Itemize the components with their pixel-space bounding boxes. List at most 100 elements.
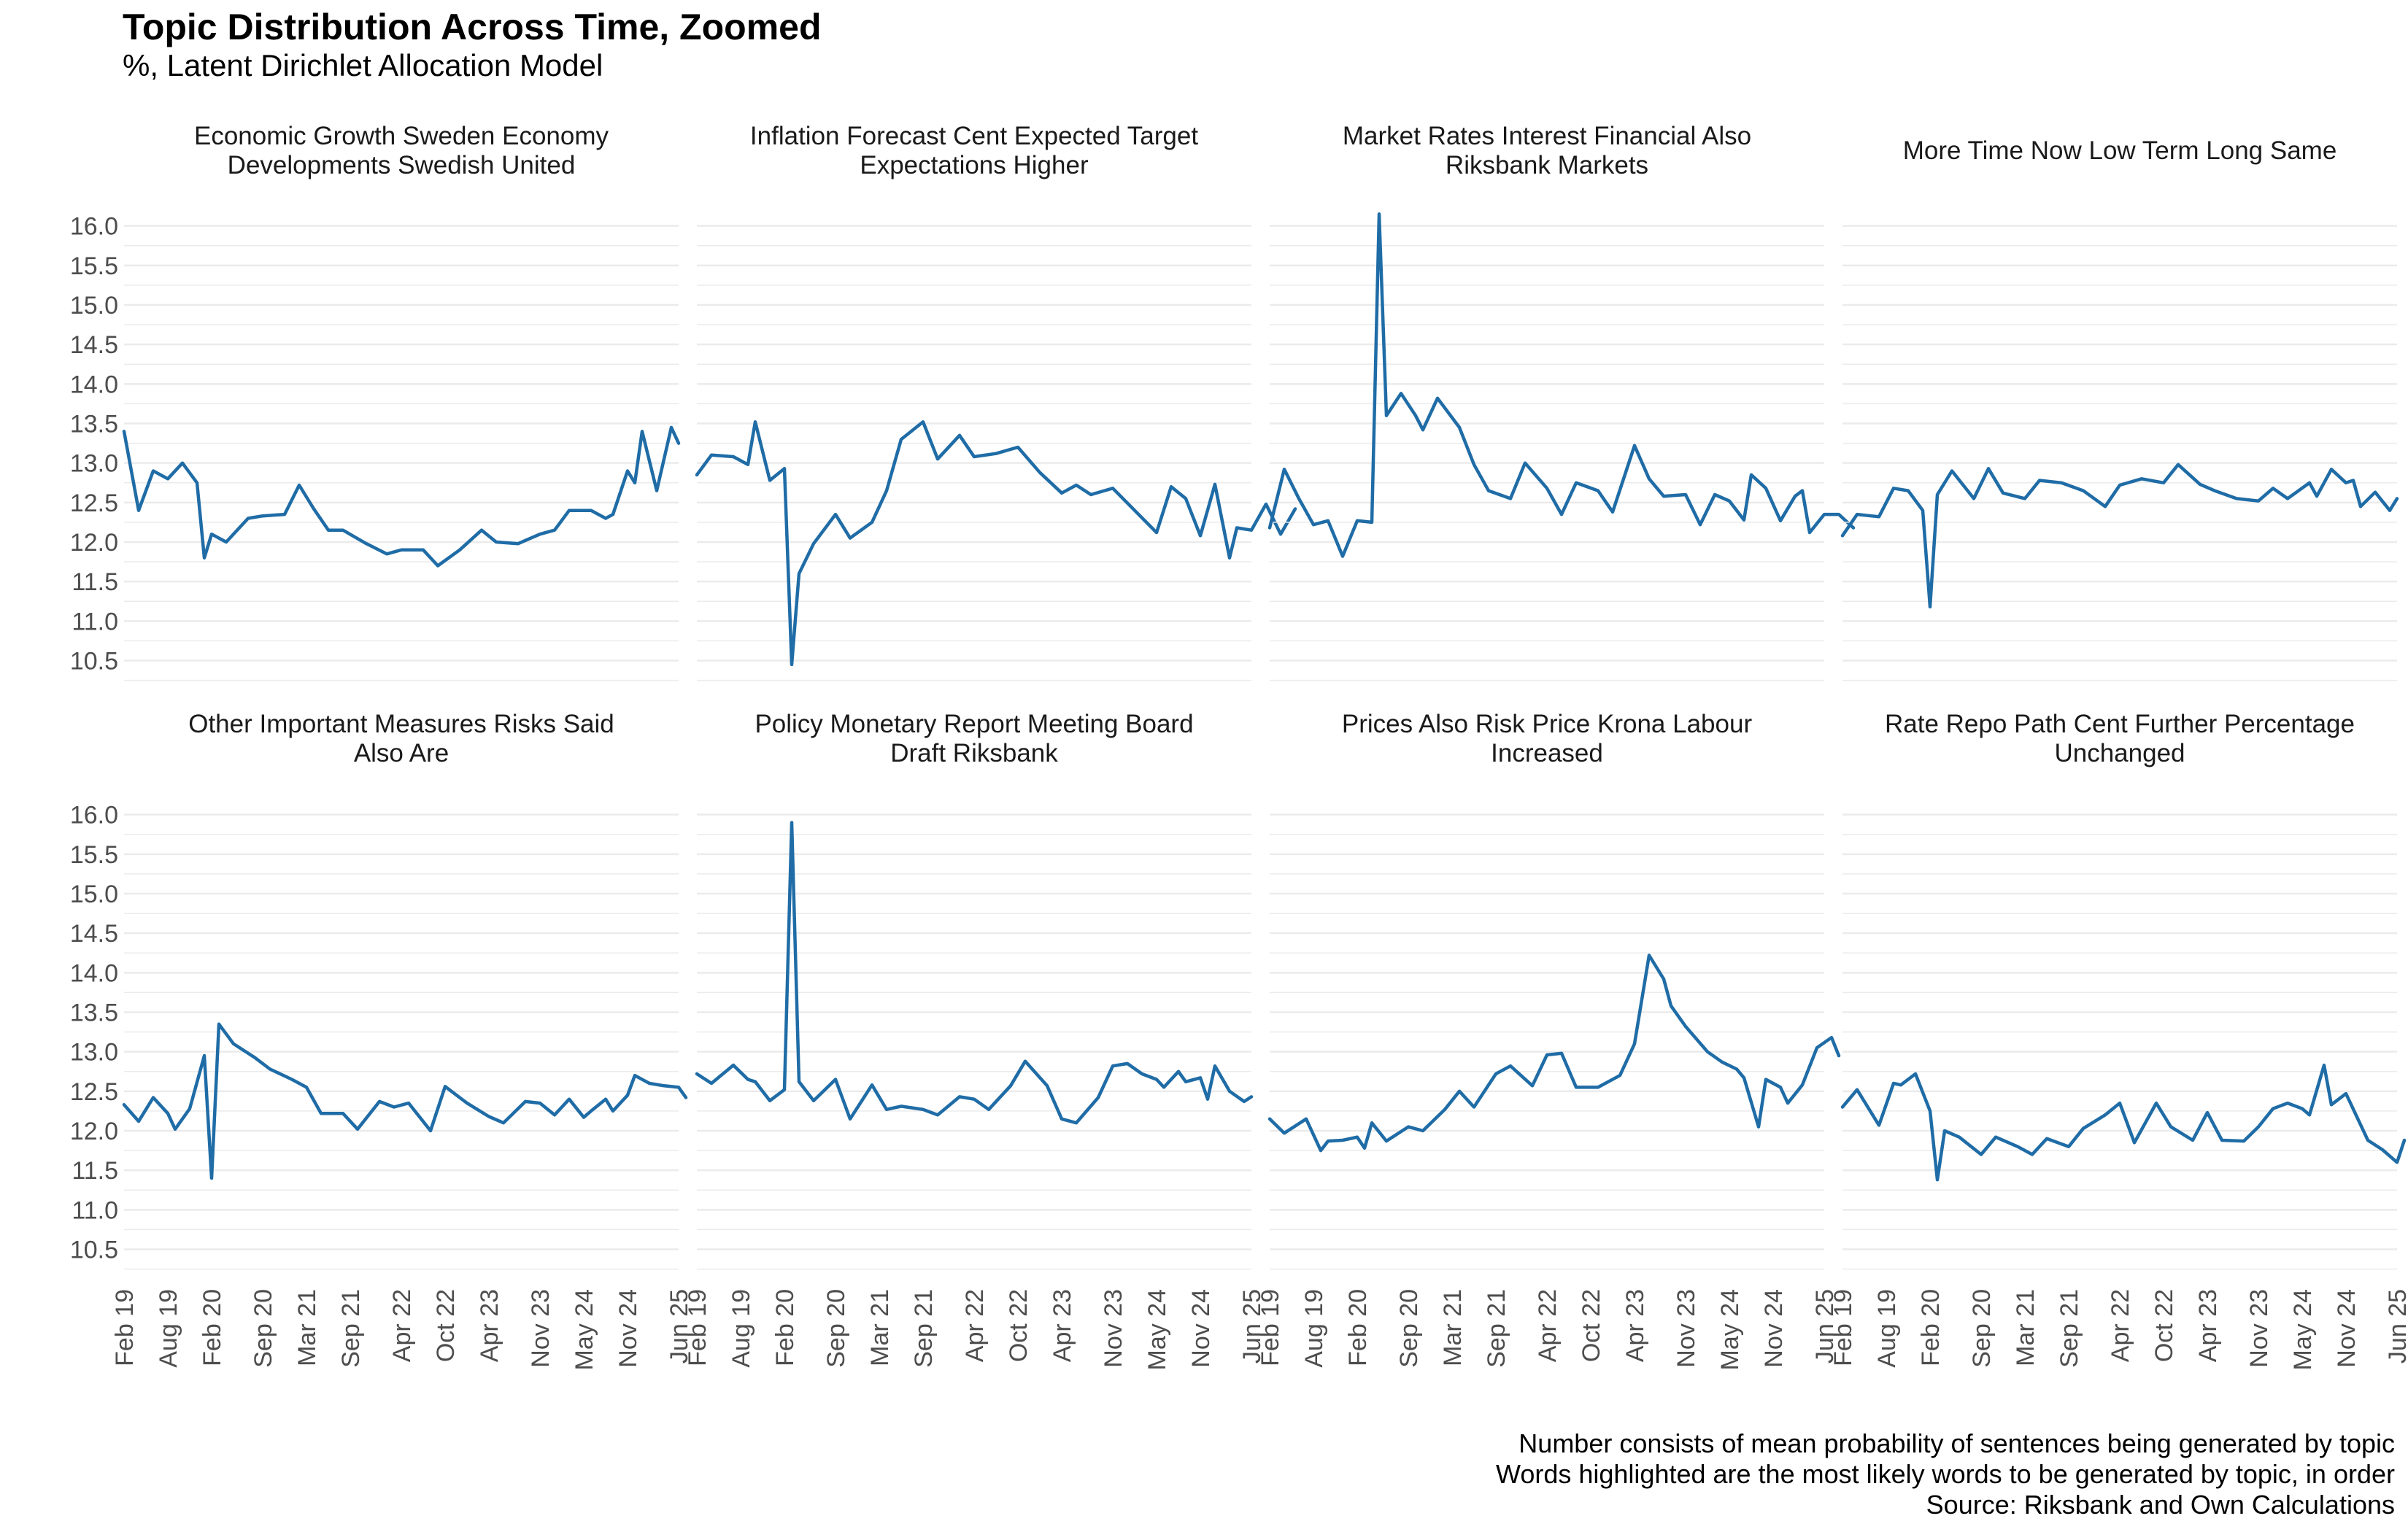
x-tick-label: Feb 19: [1829, 1289, 1857, 1366]
data-point: [746, 463, 749, 466]
data-point: [1987, 467, 1990, 470]
data-point: [582, 1116, 585, 1119]
series-line: [1267, 953, 1841, 1153]
data-point: [2220, 1139, 2223, 1142]
data-point: [768, 1099, 771, 1102]
data-point: [1856, 1088, 1859, 1091]
data-point: [1779, 519, 1782, 522]
data-point: [754, 420, 757, 423]
data-point: [812, 542, 815, 545]
data-point: [732, 1064, 735, 1067]
data-point: [1184, 1080, 1187, 1083]
x-tick-label: Jun 25: [1238, 1289, 1266, 1363]
data-point: [2403, 1139, 2406, 1142]
data-point: [1009, 1084, 1012, 1087]
data-point: [1458, 426, 1461, 429]
data-point: [1958, 1136, 1961, 1139]
data-point: [1633, 1042, 1636, 1045]
data-point: [1575, 1086, 1578, 1088]
data-point: [2330, 468, 2333, 471]
data-point: [1878, 515, 1880, 518]
data-point: [695, 473, 698, 476]
data-point: [2082, 490, 2085, 492]
data-point: [1921, 509, 1924, 512]
data-point: [539, 533, 541, 535]
data-point: [188, 1107, 191, 1110]
y-tick-label: 13.5: [70, 411, 118, 438]
x-tick-label: Oct 22: [432, 1289, 460, 1362]
data-point: [1929, 1110, 1932, 1113]
data-point: [2272, 487, 2274, 490]
y-tick-label: 15.0: [70, 292, 118, 320]
x-tick-label: Apr 22: [2107, 1289, 2134, 1362]
x-tick-label: Feb 20: [1917, 1289, 1945, 1366]
y-tick-label: 14.0: [70, 371, 118, 398]
data-point: [849, 1118, 852, 1121]
x-tick-label: Aug 19: [1300, 1289, 1328, 1368]
x-tick-label: Sep 21: [2056, 1289, 2083, 1368]
data-point: [210, 1177, 213, 1180]
data-point: [1794, 495, 1797, 498]
data-point: [123, 430, 126, 433]
data-point: [677, 1086, 680, 1088]
data-point: [1184, 497, 1187, 500]
data-point: [1757, 1126, 1760, 1129]
data-point: [871, 1083, 873, 1086]
data-point: [790, 821, 793, 824]
data-point: [2242, 1140, 2245, 1142]
data-point: [2257, 500, 2260, 503]
data-point: [1611, 511, 1614, 514]
y-tick-label: 15.0: [70, 881, 118, 908]
data-point: [444, 1085, 447, 1088]
y-tick-label: 13.0: [70, 1039, 118, 1067]
data-point: [1980, 1153, 1983, 1156]
series-line: [1840, 463, 2399, 609]
data-point: [987, 1108, 990, 1111]
data-point: [1907, 490, 1910, 492]
data-point: [1356, 1136, 1359, 1139]
data-point: [1038, 471, 1041, 474]
data-point: [1305, 1118, 1308, 1121]
data-point: [1936, 493, 1939, 496]
data-point: [254, 1056, 257, 1059]
data-point: [1075, 1121, 1078, 1124]
data-point: [1075, 484, 1078, 487]
data-point: [1268, 527, 1271, 530]
data-point: [2366, 1139, 2369, 1142]
data-point: [1972, 497, 1975, 500]
data-point: [1089, 493, 1092, 496]
x-tick-label: Feb 19: [684, 1289, 711, 1366]
data-point: [2315, 495, 2318, 498]
data-point: [422, 549, 425, 552]
data-point: [217, 1023, 220, 1026]
data-point: [1473, 1106, 1475, 1109]
series-line: [1840, 1063, 2407, 1182]
data-point: [1421, 428, 1424, 431]
data-point: [1170, 485, 1173, 488]
data-point: [1111, 1064, 1114, 1067]
data-point: [995, 452, 997, 455]
data-point: [2140, 477, 2143, 480]
data-point: [790, 663, 793, 666]
data-point: [1597, 1086, 1599, 1088]
y-tick-label: 13.0: [70, 450, 118, 478]
x-tick-label: Nov 24: [1760, 1289, 1788, 1368]
facet-title: Policy Monetary Report Meeting Board: [755, 710, 1193, 738]
data-point: [1268, 1118, 1271, 1121]
facet-title: Unchanged: [2054, 739, 2185, 767]
data-point: [269, 1068, 271, 1071]
x-tick-label: Mar 21: [2012, 1289, 2040, 1366]
data-point: [2286, 497, 2289, 500]
data-point: [1370, 521, 1373, 524]
x-tick-label: Apr 23: [1621, 1289, 1649, 1362]
data-point: [1684, 1025, 1687, 1028]
y-tick-label: 14.0: [70, 959, 118, 987]
x-tick-label: Feb 19: [111, 1289, 139, 1366]
data-point: [2023, 497, 2026, 500]
data-point: [1779, 1086, 1782, 1088]
data-point: [1808, 531, 1811, 534]
x-tick-label: Feb 20: [1344, 1289, 1372, 1366]
data-point: [2162, 481, 2165, 484]
data-point: [834, 1078, 837, 1081]
